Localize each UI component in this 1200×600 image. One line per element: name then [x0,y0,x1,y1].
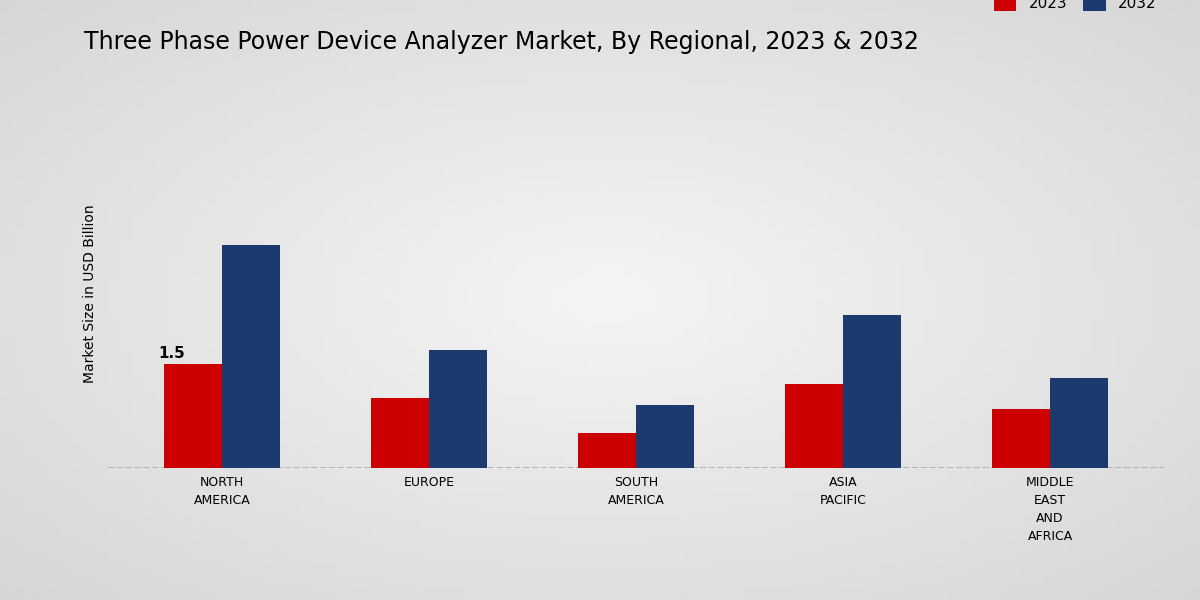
Bar [636,406,694,468]
Bar [785,385,844,468]
Bar [1050,377,1108,468]
Text: Three Phase Power Device Analyzer Market, By Regional, 2023 & 2032: Three Phase Power Device Analyzer Market… [84,30,919,54]
Text: 1.5: 1.5 [158,346,185,361]
Bar [844,315,901,468]
Bar [428,350,487,468]
Bar [371,398,428,468]
Y-axis label: Market Size in USD Billion: Market Size in USD Billion [83,205,97,383]
Legend: 2023, 2032: 2023, 2032 [994,0,1157,11]
Bar [578,433,636,468]
Bar [222,245,280,468]
Bar [164,364,222,468]
Bar [992,409,1050,468]
